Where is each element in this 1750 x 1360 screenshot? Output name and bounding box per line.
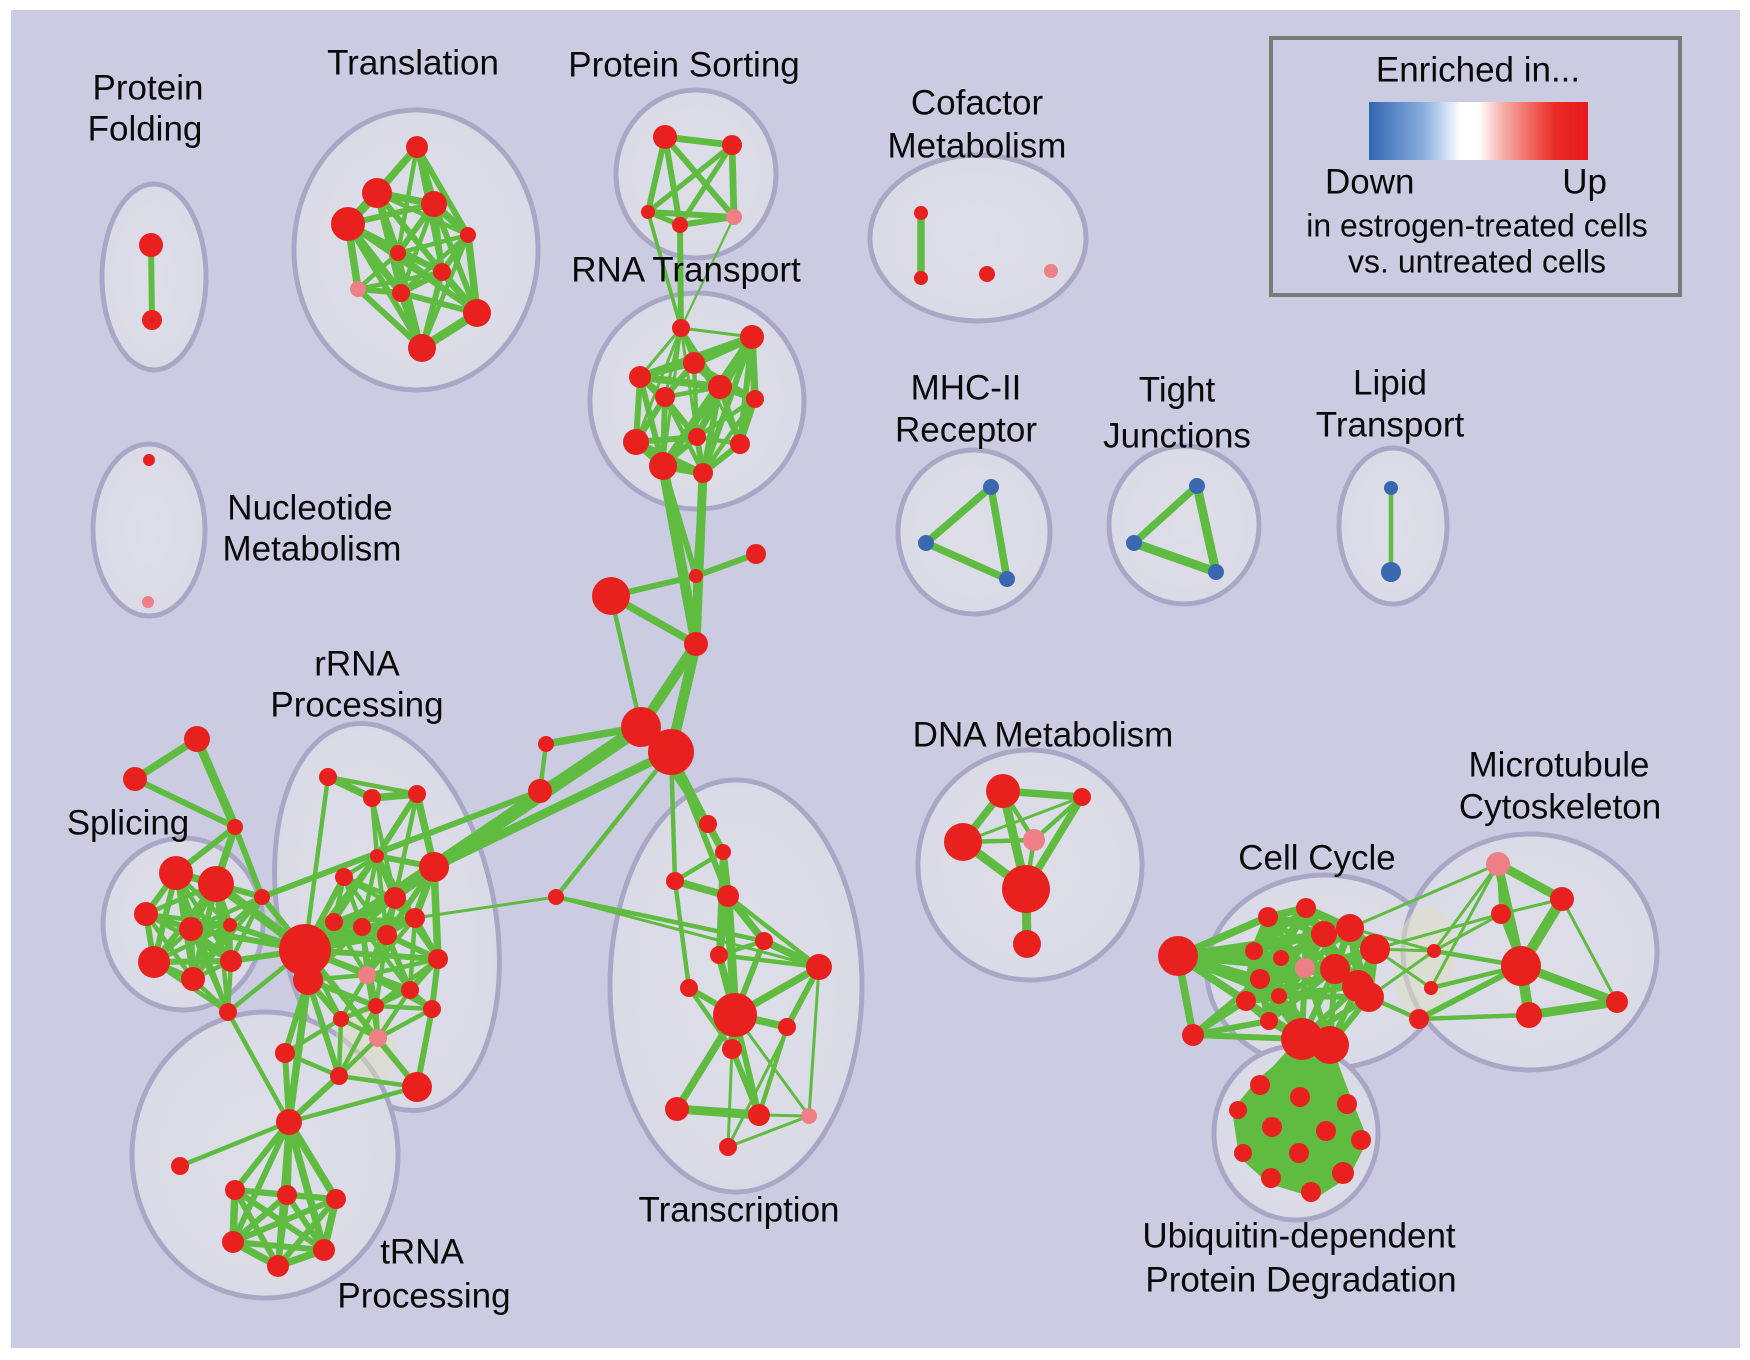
svg-text:Transport: Transport <box>1316 405 1465 444</box>
svg-text:Metabolism: Metabolism <box>888 126 1067 165</box>
svg-text:rRNA: rRNA <box>314 644 400 683</box>
svg-text:Protein Sorting: Protein Sorting <box>568 45 800 84</box>
svg-text:RNA Transport: RNA Transport <box>571 250 801 289</box>
svg-text:tRNA: tRNA <box>380 1232 464 1271</box>
svg-text:Protein Degradation: Protein Degradation <box>1145 1260 1456 1299</box>
svg-text:Receptor: Receptor <box>895 410 1037 449</box>
svg-text:Folding: Folding <box>88 109 203 148</box>
svg-text:vs. untreated cells: vs. untreated cells <box>1348 243 1606 279</box>
svg-text:Ubiquitin-dependent: Ubiquitin-dependent <box>1142 1216 1456 1255</box>
svg-text:Down: Down <box>1325 162 1414 201</box>
svg-text:Transcription: Transcription <box>639 1190 840 1229</box>
svg-text:Splicing: Splicing <box>67 803 190 842</box>
svg-text:Junctions: Junctions <box>1103 416 1251 455</box>
svg-text:Translation: Translation <box>327 43 499 82</box>
svg-text:Tight: Tight <box>1139 370 1216 409</box>
svg-text:Metabolism: Metabolism <box>223 529 402 568</box>
svg-text:Processing: Processing <box>337 1276 510 1315</box>
svg-text:Cofactor: Cofactor <box>911 83 1044 122</box>
svg-text:Nucleotide: Nucleotide <box>227 488 392 527</box>
svg-text:Cell Cycle: Cell Cycle <box>1238 838 1396 877</box>
svg-text:MHC-II: MHC-II <box>911 368 1022 407</box>
svg-text:Cytoskeleton: Cytoskeleton <box>1459 787 1661 826</box>
svg-text:DNA Metabolism: DNA Metabolism <box>913 715 1174 754</box>
svg-text:Microtubule: Microtubule <box>1469 745 1650 784</box>
svg-text:Up: Up <box>1562 162 1607 201</box>
svg-text:in estrogen-treated cells: in estrogen-treated cells <box>1306 207 1648 243</box>
svg-text:Protein: Protein <box>93 68 204 107</box>
svg-text:Lipid: Lipid <box>1353 363 1427 402</box>
svg-text:Processing: Processing <box>270 685 443 724</box>
svg-text:Enriched in...: Enriched in... <box>1376 50 1580 89</box>
